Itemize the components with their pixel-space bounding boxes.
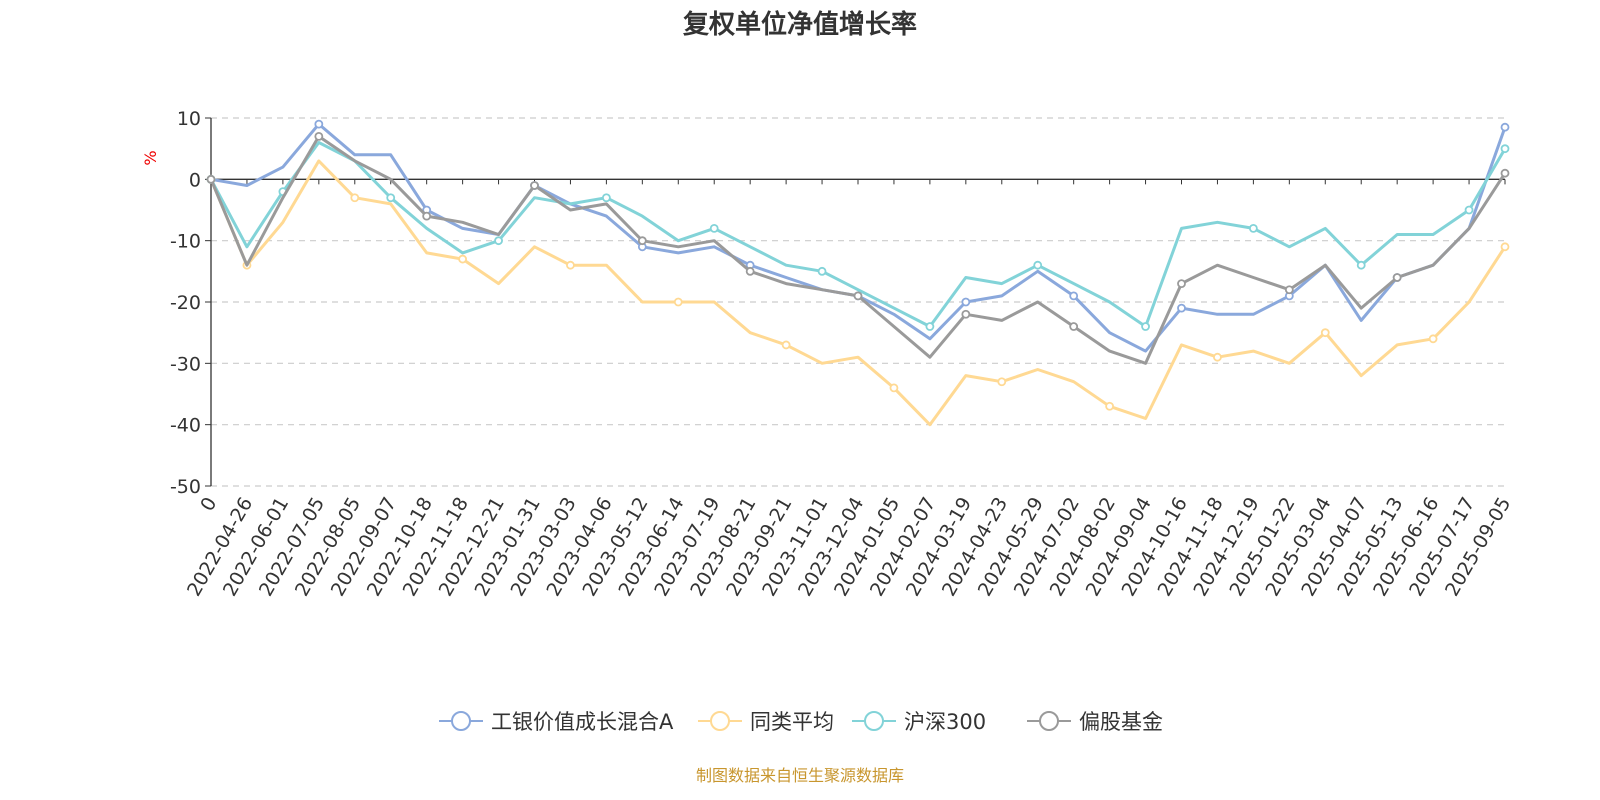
data-point	[1356, 260, 1366, 270]
data-point	[1033, 260, 1043, 270]
y-axis-label: %	[141, 150, 160, 165]
data-point	[458, 254, 468, 264]
data-source-footer: 制图数据来自恒生聚源数据库	[695, 766, 904, 785]
data-point	[1105, 401, 1115, 411]
series-1	[206, 159, 1510, 427]
data-point	[314, 131, 324, 141]
data-point	[1392, 273, 1402, 282]
y-tick-label: -50	[170, 476, 201, 498]
data-point	[925, 322, 935, 331]
legend-label: 同类平均	[750, 710, 834, 734]
y-tick-label: 0	[189, 169, 201, 191]
data-point	[601, 193, 611, 203]
legend-marker-icon	[1039, 711, 1059, 731]
legend-label: 工银价值成长混合A	[491, 710, 674, 734]
series-line	[209, 159, 1507, 427]
data-point	[1213, 352, 1222, 362]
series-3	[206, 131, 1510, 365]
data-point	[350, 193, 360, 203]
data-point	[961, 309, 971, 319]
y-tick-label: -10	[170, 231, 201, 253]
data-point	[1428, 334, 1438, 344]
data-point	[961, 297, 971, 307]
legend-item[interactable]: 同类平均	[698, 710, 834, 734]
legend-marker-icon	[710, 711, 730, 731]
data-point	[745, 266, 755, 276]
data-point	[709, 223, 719, 233]
data-point	[1500, 122, 1510, 132]
data-point	[1177, 279, 1186, 289]
data-point	[997, 377, 1007, 387]
data-point	[1500, 168, 1510, 178]
y-tick-label: 10	[177, 108, 201, 130]
data-point	[566, 260, 575, 270]
y-tick-label: -30	[170, 353, 201, 375]
legend-item[interactable]: 偏股基金	[1027, 710, 1163, 734]
series-line	[209, 141, 1507, 328]
data-point	[1248, 223, 1258, 233]
data-point	[1500, 144, 1510, 154]
legend-label: 偏股基金	[1079, 710, 1163, 734]
legend-marker-icon	[451, 711, 471, 731]
legend-marker-icon	[864, 711, 884, 731]
data-point	[494, 236, 503, 246]
data-point	[673, 297, 683, 307]
data-point	[1069, 291, 1079, 301]
data-point	[853, 291, 863, 301]
data-point	[889, 383, 899, 393]
data-point	[1320, 328, 1330, 338]
data-point	[817, 266, 827, 276]
legend-label: 沪深300	[904, 710, 986, 734]
series-line	[209, 134, 1507, 365]
chart-title: 复权单位净值增长率	[682, 10, 917, 40]
data-point	[637, 236, 647, 246]
data-point	[1500, 242, 1510, 252]
legend-item[interactable]: 工银价值成长混合A	[439, 710, 674, 734]
data-point	[206, 174, 216, 184]
data-point	[386, 193, 396, 203]
data-point	[1069, 322, 1079, 331]
y-tick-label: -40	[170, 415, 201, 437]
data-point	[1177, 303, 1186, 313]
y-tick-label: -20	[170, 292, 201, 314]
data-point	[314, 119, 324, 129]
data-point	[422, 211, 432, 221]
data-point	[781, 340, 791, 350]
x-tick-label: 0	[196, 494, 221, 515]
data-point	[1464, 205, 1474, 215]
legend-item[interactable]: 沪深300	[852, 710, 986, 734]
data-point	[1141, 322, 1150, 331]
data-point	[1284, 285, 1294, 295]
data-point	[530, 181, 539, 190]
series-line	[210, 122, 1507, 353]
